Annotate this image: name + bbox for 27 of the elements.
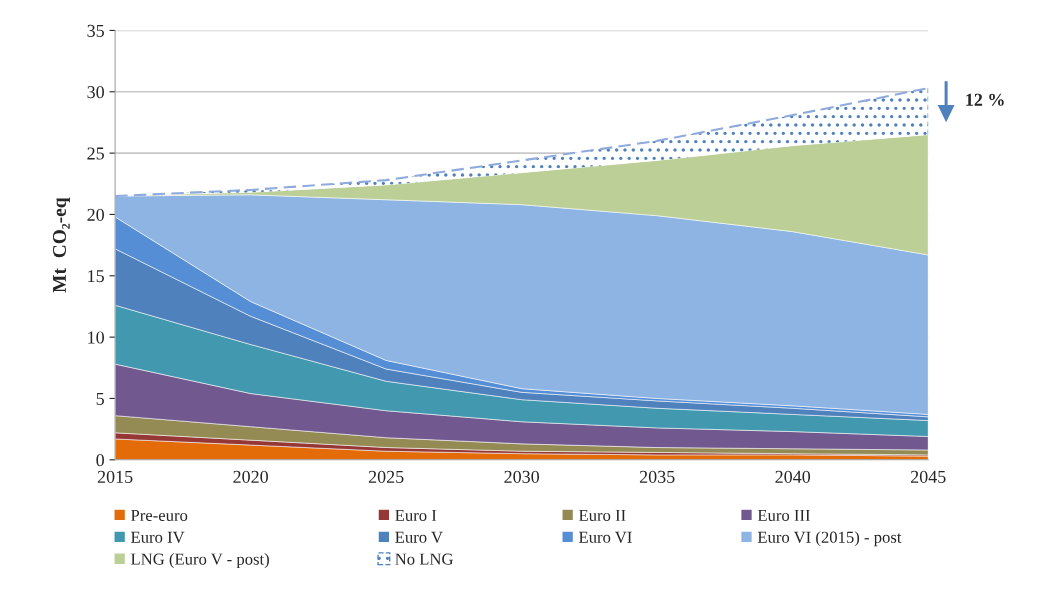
x-tick-label: 2025 — [368, 470, 404, 483]
legend-label: LNG (Euro V - post) — [130, 553, 269, 569]
y-tick-label: 0 — [96, 454, 104, 467]
legend-label: Euro VI — [578, 531, 632, 543]
y-tick-label: 25 — [87, 147, 104, 160]
y-axis-title: Mt CO₂-eq — [52, 197, 70, 293]
legend-label: Euro V — [395, 531, 443, 543]
y-tick-label: 10 — [88, 331, 104, 344]
legend-label: Euro III — [757, 509, 810, 521]
legend-label: No LNG — [395, 553, 453, 565]
text: 12 % — [966, 93, 1004, 106]
x-tick-label: 2015 — [97, 470, 133, 483]
x-tick-label: 2020 — [233, 470, 268, 483]
y-tick-label: 35 — [87, 24, 104, 37]
y-tick-label: 15 — [88, 270, 104, 283]
legend-label: Euro I — [395, 509, 437, 521]
x-tick-label: 2030 — [504, 470, 540, 483]
legend-label: Euro IV — [130, 531, 185, 543]
legend-label: Euro VI (2015) - post — [757, 531, 902, 547]
legend-label: Euro II — [578, 509, 626, 521]
y-tick-label: 30 — [87, 86, 104, 99]
x-tick-label: 2035 — [639, 470, 675, 483]
y-tick-label: 5 — [96, 392, 104, 405]
y-tick-label: 20 — [87, 208, 104, 221]
x-tick-label: 2040 — [775, 470, 811, 483]
legend-label: Pre-euro — [130, 509, 188, 521]
x-tick-label: 2045 — [910, 470, 946, 483]
